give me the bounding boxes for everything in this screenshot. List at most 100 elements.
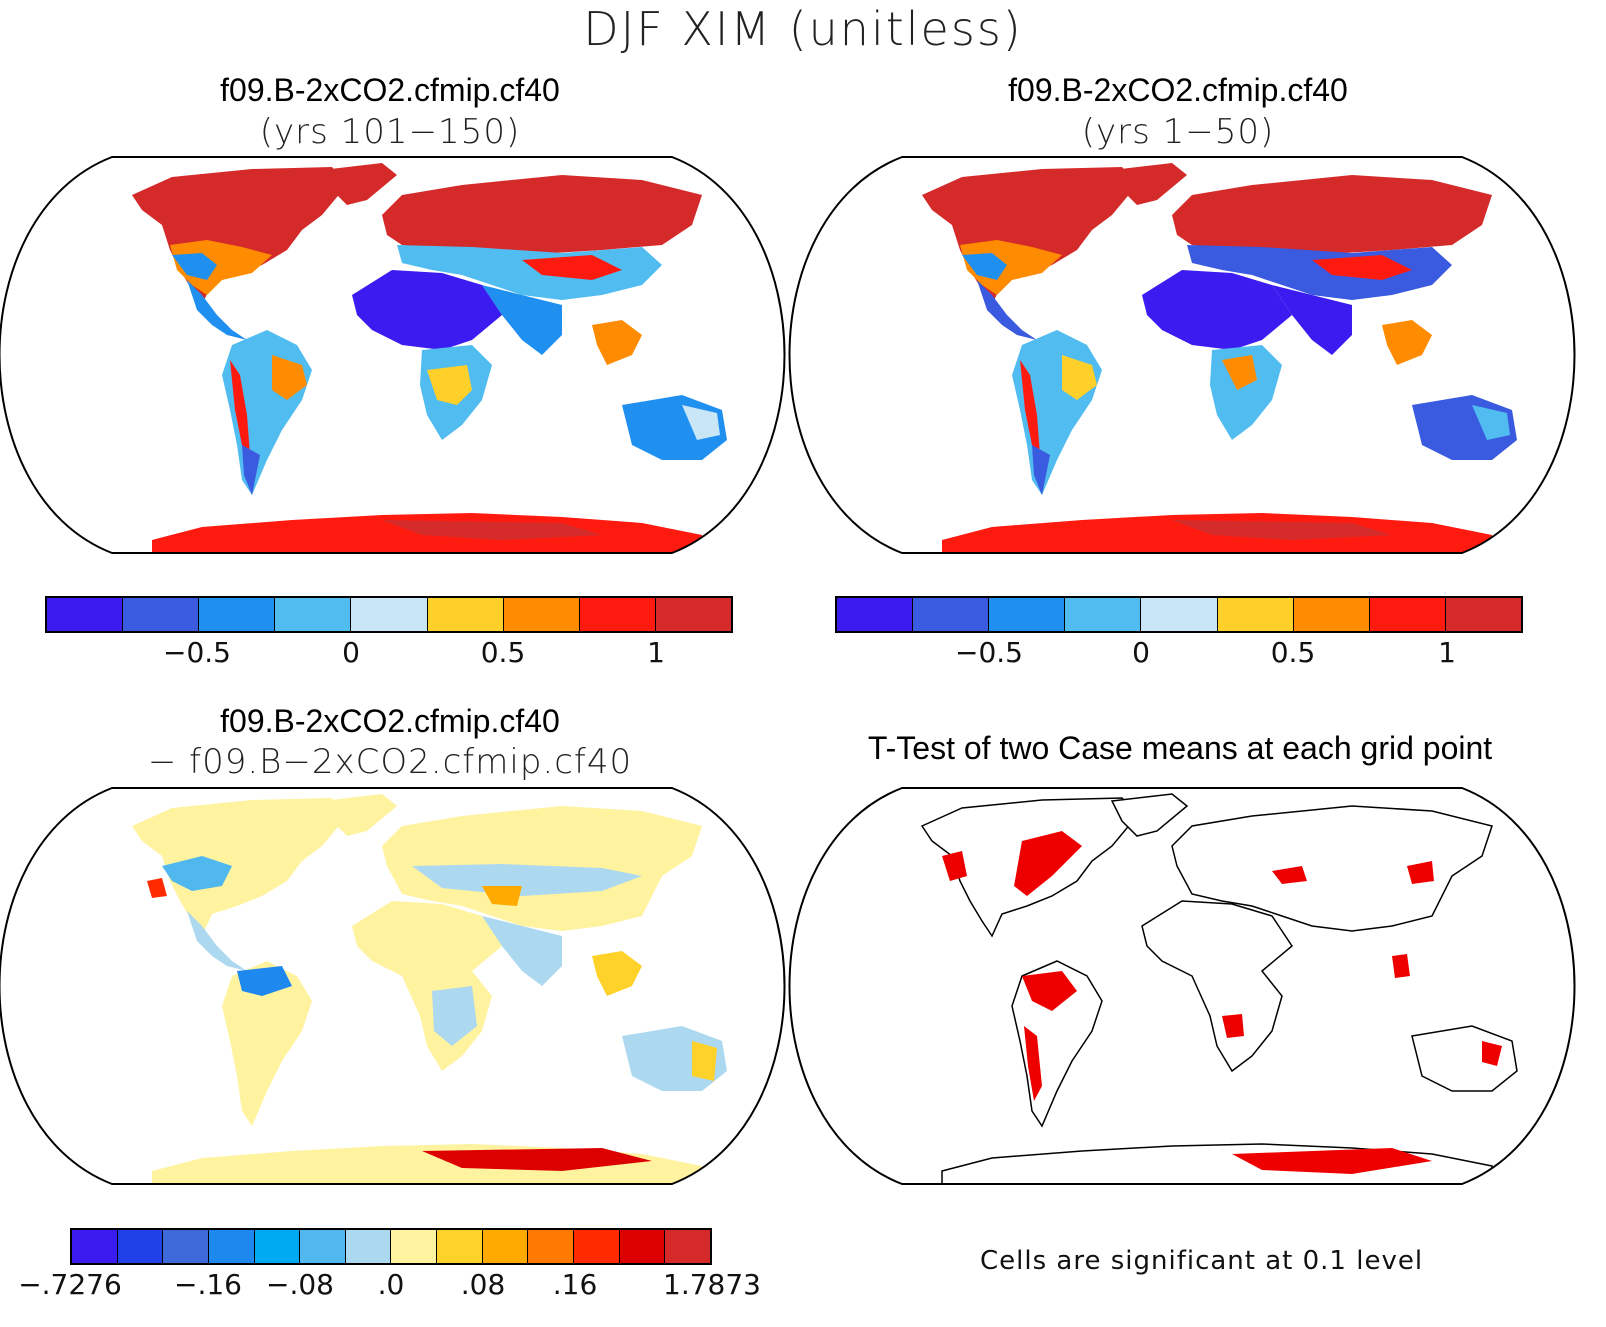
south-america-east [1062,355,1097,400]
se-asia [592,951,642,996]
significant-cells-andes [1024,1026,1042,1101]
map-bottom-right [788,787,1576,1185]
africa-north [352,270,502,350]
north-america-land [132,798,347,936]
antarctica [152,1144,702,1184]
colorbar-box [989,598,1066,631]
map-top-right [788,156,1576,554]
patagonia [1032,445,1050,495]
colorbar-box [528,1230,575,1263]
eurasia-blue-band [412,864,642,896]
colorbar-box [574,1230,620,1263]
colorbar-box [123,598,200,631]
colorbar-box [300,1230,346,1263]
amazon-blue [237,966,292,996]
africa-north [1142,270,1292,350]
colorbar-box [345,1230,392,1263]
south-america-east [272,355,307,400]
map-outline [788,156,1576,554]
panel-top-left-case: f09.B-2xCO2.cfmip.cf40 [220,72,560,108]
colorbar-bottom-left [70,1228,712,1265]
colorbar-box [655,598,731,631]
usa-band [962,253,1007,280]
tibet-band [522,255,622,280]
tibet-band [1312,255,1412,280]
colorbar-box [1293,598,1370,631]
africa-central-orange [1222,355,1257,390]
significant-cells-antarctica [1232,1148,1432,1174]
andes [1020,360,1040,455]
colorbar-tick-label: 0 [1132,636,1150,669]
south-america-land [222,961,312,1126]
greenland-outline [1110,793,1189,837]
panel-bottom-right-title: T-Test of two Case means at each grid po… [867,730,1493,766]
colorbar-tick-label: 0.5 [480,636,526,669]
usa-band [172,253,217,280]
colorbar-box [275,598,352,631]
colorbar-box [619,1230,666,1263]
figure-title: DJF XIM (unitless) [583,2,1023,56]
africa-outline [1141,900,1293,1073]
mexico [187,911,247,971]
panel-bottom-left-minus-case: − f09.B−2xCO2.cfmip.cf40 [147,742,633,782]
significance-note: Cells are significant at 0.1 level [980,1246,1424,1276]
colorbar-box [117,1230,164,1263]
south-asia [1272,285,1352,355]
panel-top-left-years: (yrs 101−150) [259,112,521,152]
panel-bottom-left-case: f09.B-2xCO2.cfmip.cf40 [220,703,560,739]
significant-cells-australia [1482,1041,1502,1066]
significant-cells-asia [1272,866,1307,884]
africa-central-orange [427,365,472,405]
colorbar-box [579,598,656,631]
colorbar-tick-label: −0.5 [955,636,1023,669]
antarctica-outline [941,1143,1493,1184]
middle-east-orange [482,886,522,906]
antarctica-inner [382,520,602,540]
colorbar-tick-label: 1.7873 [663,1268,761,1301]
significant-cells-se-asia [1392,954,1410,978]
eurasia-north [1172,175,1492,255]
colorbar-box [503,598,580,631]
africa-blue [432,986,477,1046]
colorbar-box [47,598,124,631]
mexico [187,280,247,340]
map-outline [788,787,1576,1185]
colorbar-tick-label: −0.5 [163,636,231,669]
colorbar-box [913,598,990,631]
map-bottom-left [0,787,786,1185]
colorbar-box [351,598,428,631]
colorbar-tick-label: 1 [1438,636,1456,669]
significant-cells-us-east [1014,831,1082,896]
colorbar-tick-label: −.16 [174,1268,242,1301]
colorbar-box [665,1230,710,1263]
colorbar-tick-label: 0 [342,636,360,669]
colorbar-box [1445,598,1521,631]
significant-cells-east-asia [1407,861,1434,884]
usa-red [147,878,167,898]
colorbar-box [254,1230,301,1263]
colorbar-box [837,598,914,631]
colorbar-tick-label: −.08 [266,1268,334,1301]
significant-cells-us-west [942,851,967,881]
australia-east [692,1041,717,1081]
panel-top-right-years: (yrs 1−50) [1081,112,1275,152]
se-asia [1382,320,1432,365]
map-top-left [0,156,786,554]
north-america-land [132,167,347,305]
eurasia-outline [1171,805,1493,932]
colorbar-box [1065,598,1142,631]
colorbar-box [72,1230,118,1263]
colorbar-box [1141,598,1218,631]
usa-patch [162,856,232,891]
colorbar-box [427,598,504,631]
colorbar-box [437,1230,483,1263]
map-outline [0,787,786,1185]
colorbar-tick-label: .16 [552,1268,598,1301]
patagonia [242,445,260,495]
south-asia [482,285,562,355]
colorbar-top-left [45,596,733,633]
colorbar-box [163,1230,209,1263]
colorbar-tick-label: .0 [377,1268,405,1301]
greenland [322,794,397,836]
panel-top-right-case: f09.B-2xCO2.cfmip.cf40 [1008,72,1348,108]
